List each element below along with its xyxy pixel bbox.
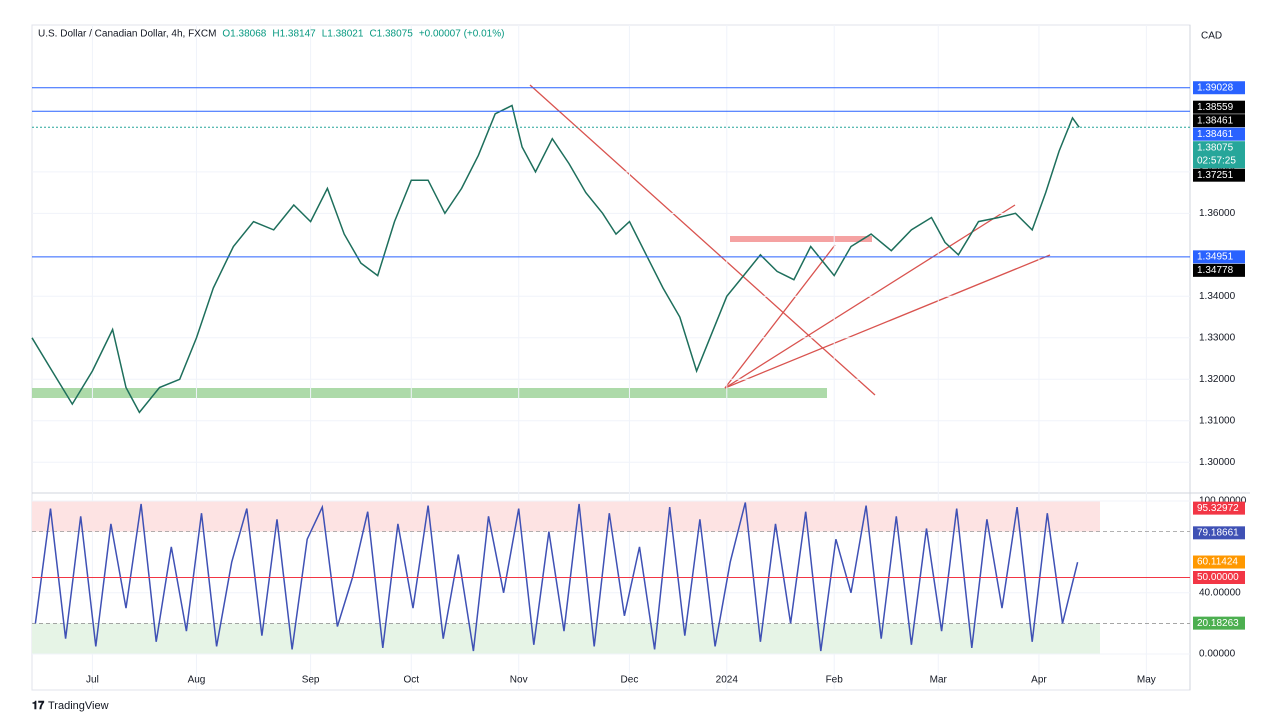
price-label-bg <box>1193 114 1245 128</box>
ohlc-value: C1.38075 <box>369 29 413 40</box>
y-tick-label: 1.31000 <box>1199 415 1236 426</box>
price-label-bg <box>1193 100 1245 114</box>
price-label-bg <box>1193 571 1245 585</box>
price-label: 1.38075 <box>1197 142 1234 153</box>
x-tick-label: May <box>1137 675 1156 686</box>
trendlines <box>529 84 1051 396</box>
x-tick-label: Nov <box>510 675 528 686</box>
price-label: 50.00000 <box>1197 572 1239 583</box>
ohlc-value: +0.00007 (+0.01%) <box>419 29 505 40</box>
price-label: 1.38461 <box>1197 115 1234 126</box>
resistance-zone <box>730 236 872 242</box>
y-tick-label: 1.33000 <box>1199 332 1236 343</box>
price-label: 60.11424 <box>1197 557 1238 568</box>
trendline <box>529 84 876 396</box>
price-label: 20.18263 <box>1197 618 1239 629</box>
brand-logo: 𝟏𝟕 <box>32 700 45 712</box>
trendline <box>724 254 1051 389</box>
chart-layer: 1.30000 1.31000 1.32000 1.33000 1.34000 1.360… <box>31 25 1247 690</box>
zone <box>32 500 1100 532</box>
x-tick-label: Jul <box>86 675 99 686</box>
ohlc-value: H1.38147 <box>272 29 316 40</box>
price-label: 1.37251 <box>1197 170 1234 181</box>
price-label: 79.18661 <box>1197 527 1239 538</box>
brand: TradingView <box>48 700 109 712</box>
x-tick-label: Oct <box>404 675 420 686</box>
price-label-bg <box>1193 168 1245 182</box>
y-tick-label: 40.00000 <box>1199 587 1241 598</box>
price-label: 1.34951 <box>1197 251 1234 262</box>
x-tick-label: Feb <box>826 675 844 686</box>
price-label-bg <box>1193 250 1245 264</box>
price-label-bg <box>1193 81 1245 95</box>
series-line <box>34 502 1079 652</box>
x-tick-label: 2024 <box>716 675 739 686</box>
price-label-bg <box>1193 141 1245 169</box>
ohlc-value: O1.38068 <box>222 29 266 40</box>
x-tick-label: Mar <box>930 675 948 686</box>
price-label: 1.34778 <box>1197 265 1234 276</box>
x-tick-label: Dec <box>621 675 639 686</box>
y-tick-label: 0.00000 <box>1199 649 1236 660</box>
price-label: 1.38559 <box>1197 102 1234 113</box>
support-zone <box>32 388 827 398</box>
price-label: 1.38461 <box>1197 129 1234 140</box>
x-tick-label: Apr <box>1031 675 1047 686</box>
y-tick-label: 1.36000 <box>1199 208 1236 219</box>
x-tick-label: Aug <box>188 675 206 686</box>
y-tick-label: 1.32000 <box>1199 374 1236 385</box>
price-label-bg <box>1193 555 1245 569</box>
price-label-bg <box>1193 526 1245 540</box>
y-tick-label: 1.34000 <box>1199 291 1236 302</box>
price-label-bg <box>1193 263 1245 277</box>
ohlc-value: L1.38021 <box>322 29 364 40</box>
series-line <box>31 104 1080 414</box>
zone <box>32 623 1100 655</box>
y-tick-label: 1.30000 <box>1199 457 1236 468</box>
price-label-bg <box>1193 127 1245 141</box>
price-label: 1.39028 <box>1197 82 1234 93</box>
price-label-bg <box>1193 501 1245 515</box>
chart-title: U.S. Dollar / Canadian Dollar, 4h, FXCM <box>38 29 216 40</box>
y-tick-label: 100.00000 <box>1199 496 1247 507</box>
countdown: 02:57:25 <box>1197 155 1236 166</box>
trendline <box>724 244 836 389</box>
price-label: 95.32972 <box>1197 503 1239 514</box>
currency-label: CAD <box>1201 31 1222 42</box>
x-tick-label: Sep <box>302 675 320 686</box>
price-label-bg <box>1193 616 1245 630</box>
